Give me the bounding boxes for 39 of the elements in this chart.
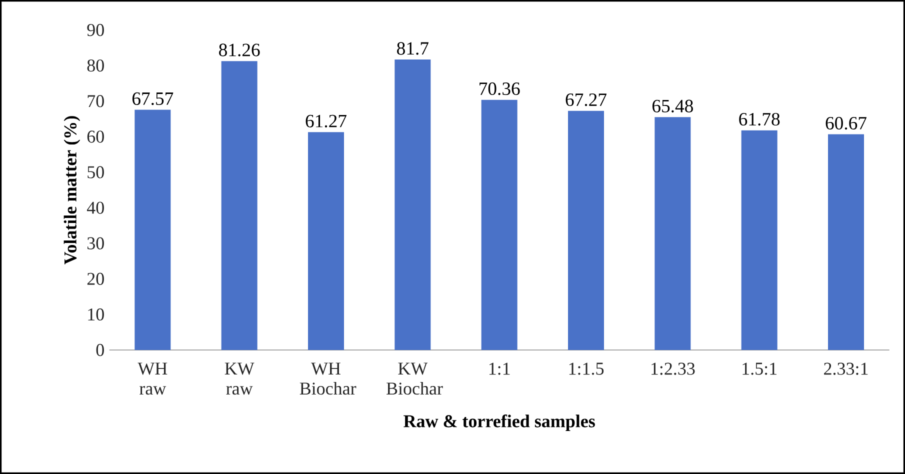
x-tick-label: 1:2.33 — [652, 362, 695, 375]
x-tick-label: WH Biochar — [300, 362, 356, 395]
x-tick-label: WH raw — [138, 362, 168, 395]
data-label: 81.7 — [397, 42, 428, 55]
x-tick-label: 1:1 — [489, 362, 510, 375]
y-tick-label: 10 — [88, 308, 104, 321]
y-axis-title: Volatile matter (%) — [64, 116, 80, 264]
x-tick-label: KW raw — [224, 362, 254, 395]
y-tick-label: 30 — [87, 237, 104, 250]
data-label: 65.48 — [652, 100, 693, 112]
bar — [308, 132, 344, 350]
x-tick-label: KW Biochar — [386, 362, 443, 395]
y-tick-label: 70 — [88, 95, 104, 108]
bar — [134, 110, 171, 350]
x-tick-label: 1:1.5 — [569, 362, 604, 375]
data-label: 67.57 — [132, 92, 174, 106]
x-tick-label: 2.33:1 — [824, 362, 868, 375]
y-tick-label: 60 — [87, 130, 104, 143]
x-axis-title: Raw & torrefied samples — [404, 414, 595, 431]
y-tick-label: 40 — [86, 202, 104, 214]
y-tick-label: 50 — [88, 166, 104, 178]
y-tick-label: 90 — [87, 24, 104, 36]
data-label: 61.78 — [739, 112, 780, 126]
data-label: 60.67 — [826, 116, 866, 130]
bar — [828, 134, 864, 350]
x-tick-label: 1.5:1 — [742, 362, 777, 375]
bar — [741, 130, 778, 350]
bar — [568, 110, 604, 350]
y-tick-label: 80 — [87, 59, 104, 72]
bar — [221, 61, 258, 350]
y-tick-label: 0 — [96, 344, 104, 356]
data-label: 67.27 — [566, 93, 606, 106]
data-label: 61.27 — [306, 114, 346, 128]
bar — [394, 60, 431, 350]
bar — [654, 117, 691, 350]
bar — [481, 100, 518, 350]
data-label: 70.36 — [480, 82, 520, 96]
y-tick-label: 20 — [87, 272, 104, 285]
data-label: 81.26 — [219, 44, 260, 56]
